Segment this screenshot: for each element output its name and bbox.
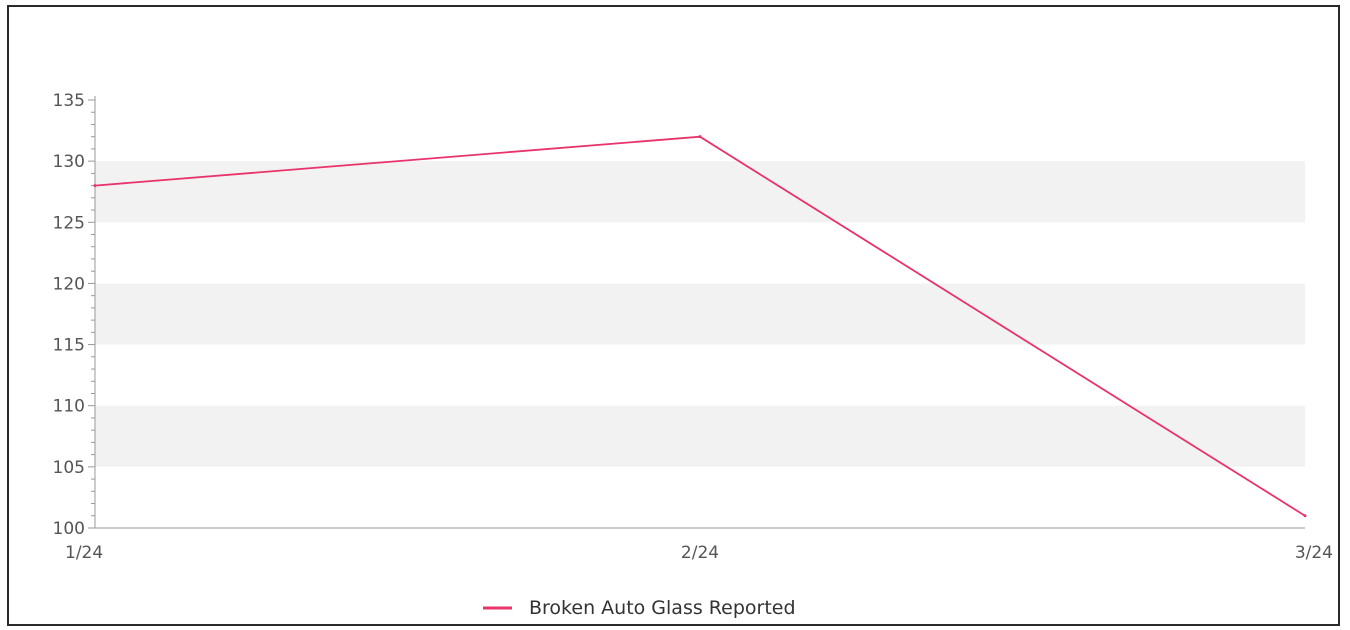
legend-label: Broken Auto Glass Reported xyxy=(529,597,796,619)
x-axis-ticks: 1/24 2/24 3/24 xyxy=(65,543,1333,563)
y-tick-label: 105 xyxy=(53,458,85,478)
data-point xyxy=(1303,514,1307,518)
y-tick-label: 120 xyxy=(53,274,85,294)
chart-frame: 100 105 110 115 120 125 130 135 1/24 2/24 3/24 Br… xyxy=(7,5,1340,626)
axes xyxy=(94,96,1305,529)
grid-bands xyxy=(95,161,1305,467)
grid-band xyxy=(95,405,1305,467)
y-axis-ticks: 100 105 110 115 120 125 130 135 xyxy=(53,91,95,539)
data-point xyxy=(698,135,702,139)
chart-canvas: 100 105 110 115 120 125 130 135 1/24 2/24 3/24 Br… xyxy=(53,91,1333,619)
y-tick-label: 125 xyxy=(53,213,85,233)
x-tick-label: 3/24 xyxy=(1295,543,1333,563)
legend[interactable]: Broken Auto Glass Reported xyxy=(483,597,796,619)
grid-band xyxy=(95,283,1305,345)
series-layer xyxy=(93,135,1307,518)
y-tick-label: 135 xyxy=(53,91,85,111)
data-point xyxy=(93,184,97,188)
y-tick-label: 100 xyxy=(53,519,85,539)
x-tick-label: 2/24 xyxy=(681,543,719,563)
y-tick-label: 115 xyxy=(53,336,85,356)
y-tick-label: 130 xyxy=(53,152,85,172)
grid-band xyxy=(95,161,1305,223)
x-tick-label: 1/24 xyxy=(65,543,103,563)
y-tick-label: 110 xyxy=(53,397,85,417)
